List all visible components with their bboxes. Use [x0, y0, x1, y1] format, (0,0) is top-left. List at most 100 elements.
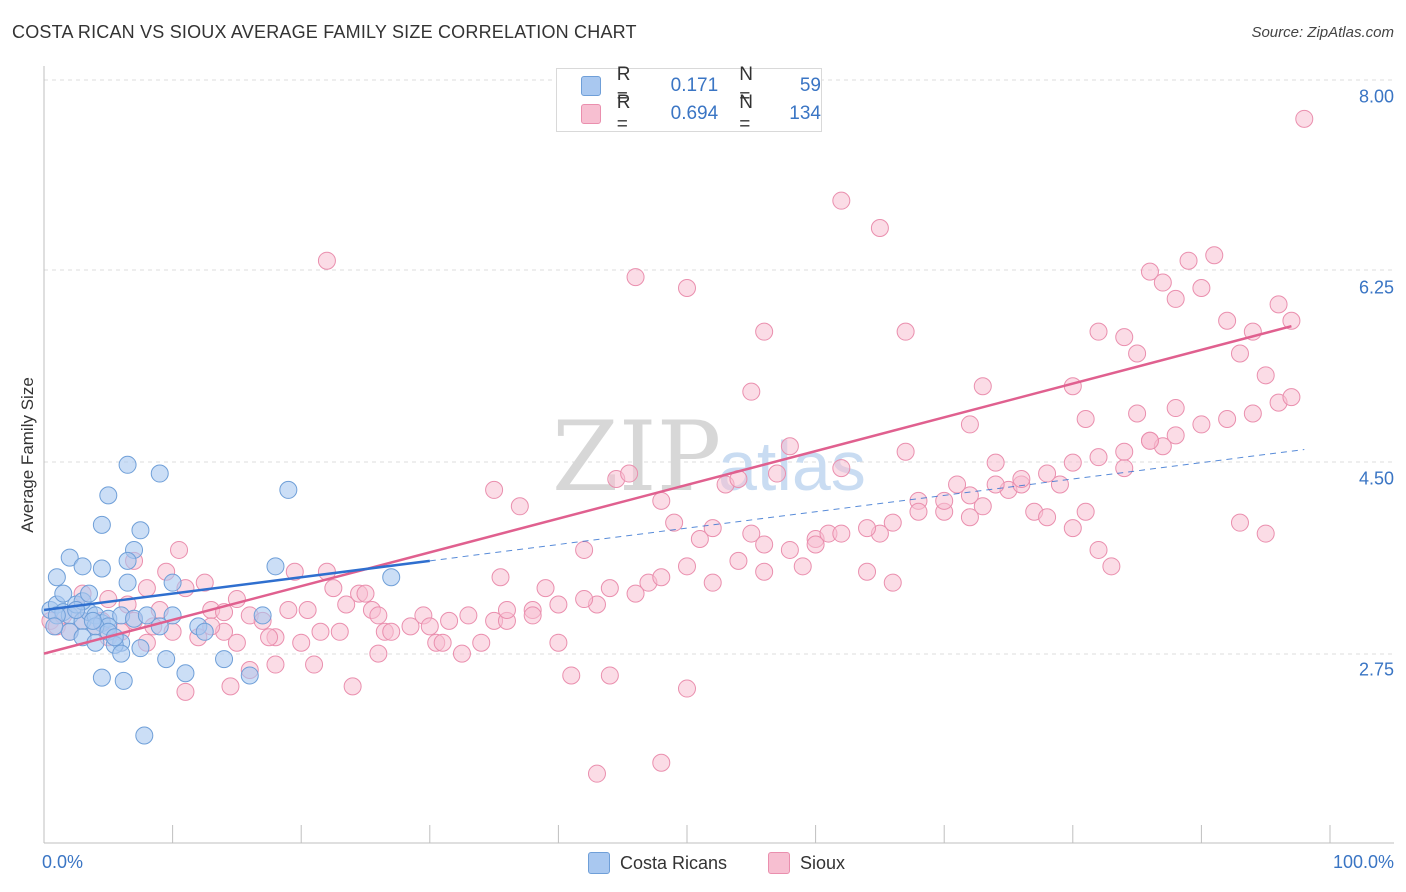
- sioux-point: [1166, 399, 1185, 418]
- sioux-point: [690, 530, 709, 549]
- y-axis-label: Average Family Size: [18, 377, 37, 533]
- sioux-point: [343, 677, 362, 696]
- sioux-point: [523, 606, 542, 625]
- y-tick-label: 6.25: [1358, 277, 1394, 298]
- sioux-point: [858, 519, 877, 538]
- sioux-point: [600, 666, 619, 685]
- sioux-point: [1076, 409, 1095, 428]
- sioux-point: [401, 617, 420, 636]
- costa-rican-point: [163, 573, 182, 592]
- gridlines: [44, 79, 1394, 655]
- bottom-legend-sioux: Sioux: [768, 852, 845, 874]
- sioux-point: [883, 513, 902, 532]
- sioux-point: [870, 218, 889, 237]
- costa-rican-point: [60, 548, 79, 567]
- sioux-point: [768, 464, 787, 483]
- sioux-point: [485, 480, 504, 499]
- sioux-point: [973, 497, 992, 516]
- sioux-point: [324, 579, 343, 598]
- sioux-point: [1230, 344, 1249, 363]
- legend-swatch-blue: [581, 76, 601, 96]
- sioux-point: [1282, 311, 1301, 330]
- sioux-point: [780, 540, 799, 559]
- sioux-point: [678, 279, 696, 297]
- sioux-point: [600, 579, 619, 598]
- sioux-point: [1166, 426, 1185, 445]
- sioux-point: [1038, 508, 1057, 527]
- sioux-point: [440, 611, 459, 630]
- sioux-point: [549, 595, 568, 614]
- x-tick-label-max: 100.0%: [1332, 852, 1394, 872]
- sioux-point: [1076, 502, 1095, 521]
- bottom-legend-costa-ricans: Costa Ricans: [588, 852, 727, 874]
- sioux-point: [1115, 442, 1134, 461]
- sioux-point: [1205, 246, 1224, 265]
- sioux-point: [665, 513, 684, 532]
- sioux-point: [305, 655, 324, 674]
- bottom-legend-label: Costa Ricans: [620, 852, 728, 873]
- legend-swatch-pink: [581, 104, 601, 124]
- sioux-point: [755, 562, 774, 581]
- sioux-point: [382, 622, 401, 641]
- sioux-point: [896, 322, 915, 341]
- sioux-point: [369, 606, 388, 625]
- sioux-point: [1256, 366, 1275, 385]
- sioux-point: [298, 600, 317, 619]
- sioux-point: [337, 595, 356, 614]
- sioux-point: [626, 268, 645, 287]
- sioux-point: [510, 497, 529, 516]
- sioux-point: [620, 464, 639, 483]
- sioux-point: [1218, 409, 1237, 428]
- sioux-point: [170, 540, 189, 559]
- sioux-point: [793, 557, 812, 576]
- source-label: Source: ZipAtlas.com: [1251, 24, 1394, 41]
- legend-n-label: N =: [739, 64, 754, 107]
- sioux-point: [1115, 459, 1134, 478]
- sioux-point: [266, 655, 285, 674]
- sioux-point: [755, 535, 774, 554]
- bottom-legend-swatch-blue: [588, 852, 610, 874]
- sioux-point: [433, 633, 452, 652]
- sioux-point: [806, 535, 825, 554]
- sioux-point: [1115, 328, 1134, 347]
- sioux-point: [742, 382, 761, 401]
- sioux-point: [549, 633, 568, 652]
- sioux-point: [292, 633, 311, 652]
- sioux-point: [652, 491, 671, 510]
- sioux-point: [678, 557, 696, 576]
- sioux-point: [317, 251, 336, 270]
- sioux-point: [1243, 404, 1262, 423]
- sioux-point: [1089, 448, 1108, 467]
- sioux-point: [986, 453, 1005, 472]
- costa-rican-point: [112, 644, 131, 663]
- sioux-point: [1089, 540, 1108, 559]
- costa-rican-point: [92, 668, 111, 687]
- costa-rican-point: [131, 521, 150, 540]
- legend-r-label: R =: [616, 64, 631, 107]
- legend-n-value: 134: [789, 103, 821, 124]
- legend-row-costa-ricans: R = 0.171 N = 59: [581, 64, 821, 107]
- sioux-point: [1153, 273, 1172, 292]
- sioux-point: [1102, 557, 1121, 576]
- sioux-point: [1140, 431, 1159, 450]
- costa-rican-point: [83, 611, 102, 630]
- sioux-point: [780, 437, 799, 456]
- sioux-point: [909, 502, 928, 521]
- y-tick-label: 8.00: [1358, 86, 1394, 107]
- sioux-point: [1179, 251, 1198, 270]
- costa-rican-point: [54, 584, 73, 603]
- sioux-point: [137, 579, 156, 598]
- sioux-point: [472, 633, 491, 652]
- sioux-point: [221, 677, 240, 696]
- sioux-point: [1256, 524, 1275, 543]
- bottom-legend-label: Sioux: [800, 852, 846, 873]
- sioux-point: [195, 573, 214, 592]
- costa-rican-point: [157, 650, 176, 669]
- sioux-point: [330, 622, 349, 641]
- sioux-point: [99, 590, 118, 609]
- costa-rican-point: [99, 486, 118, 505]
- sioux-point: [1269, 295, 1288, 314]
- sioux-point: [960, 508, 979, 527]
- sioux-point: [1166, 289, 1185, 308]
- sioux-point: [678, 679, 696, 698]
